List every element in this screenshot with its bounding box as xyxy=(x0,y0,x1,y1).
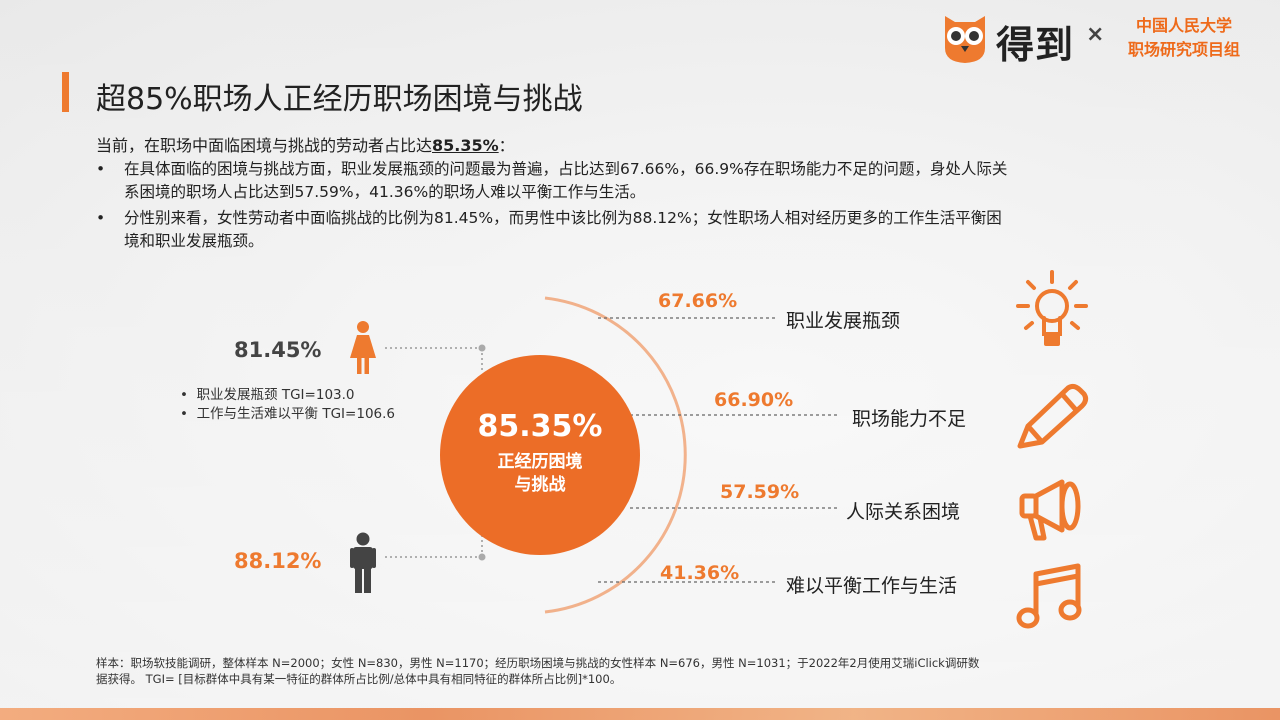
megaphone-icon xyxy=(1019,479,1081,541)
intro-prefix: 当前，在职场中面临困境与挑战的劳动者占比达 xyxy=(96,136,433,155)
center-circle: 85.35% 正经历困境与挑战 xyxy=(440,355,640,555)
bullet-2-line-1: 分性别来看，女性劳动者中面临挑战的比例为81.45%，而男性中该比例为88.12… xyxy=(124,209,1002,227)
bullet-2-text: 分性别来看，女性劳动者中面临挑战的比例为81.45%，而男性中该比例为88.12… xyxy=(124,207,1204,253)
bullet-1-text: 在具体面临的困境与挑战方面，职业发展瓶颈的问题最为普遍，占比达到67.66%，6… xyxy=(124,158,1204,204)
owl-logo-icon xyxy=(945,16,985,63)
intro-sentence: 当前，在职场中面临困境与挑战的劳动者占比达85.35%： xyxy=(96,132,515,156)
sample-note-line-2: 据获得。 TGI= [目标群体中具有某一特征的群体所占比例/总体中具有相同特征的… xyxy=(96,672,622,686)
tgi-item-1: • 职业发展瓶颈 TGI=103.0 xyxy=(180,386,395,405)
male-connector-dot xyxy=(478,553,486,561)
music-note-icon xyxy=(1016,563,1082,629)
title-accent-bar xyxy=(62,72,69,112)
bullet-1-line-1: 在具体面临的困境与挑战方面，职业发展瓶颈的问题最为普遍，占比达到67.66%，6… xyxy=(124,160,1008,178)
center-percent: 85.35% xyxy=(477,409,603,444)
bullet-dot: • xyxy=(180,406,188,422)
page-title: 超85%职场人正经历职场困境与挑战 xyxy=(96,82,583,117)
female-icon xyxy=(350,321,376,374)
lightbulb-icon xyxy=(1016,270,1088,346)
partner-line-1: 中国人民大学 xyxy=(1135,16,1232,35)
intro-highlight: 85.35% xyxy=(432,136,499,155)
item-4-label: 难以平衡工作与生活 xyxy=(786,575,958,597)
brand-name: 得到 xyxy=(996,23,1075,67)
item-1-label: 职业发展瓶颈 xyxy=(786,310,901,332)
partner-line-2: 职场研究项目组 xyxy=(1127,40,1240,59)
tgi-item-1-text: 职业发展瓶颈 TGI=103.0 xyxy=(196,387,355,403)
sample-note-line-1: 样本：职场软技能调研，整体样本 N=2000；女性 N=830，男性 N=117… xyxy=(96,656,980,670)
bottom-accent-band xyxy=(0,708,1280,720)
bullet-1-line-2: 系困境的职场人占比达到57.59%，41.36%的职场人难以平衡工作与生活。 xyxy=(124,183,646,201)
bullet-dot: • xyxy=(96,160,106,178)
item-4-percent: 41.36% xyxy=(660,562,740,584)
brand-times-sign: × xyxy=(1086,22,1105,47)
male-icon xyxy=(350,532,376,593)
item-2-label: 职场能力不足 xyxy=(852,408,967,430)
intro-suffix: ： xyxy=(498,136,515,155)
outer-arc xyxy=(544,296,687,614)
tgi-item-2: • 工作与生活难以平衡 TGI=106.6 xyxy=(180,405,395,424)
item-1-percent: 67.66% xyxy=(658,290,738,312)
item-3-percent: 57.59% xyxy=(720,481,800,503)
male-percent: 88.12% xyxy=(234,549,322,573)
item-3-label: 人际关系困境 xyxy=(846,501,961,523)
center-label: 正经历困境与挑战 xyxy=(497,452,583,495)
female-connector-dot xyxy=(478,344,486,352)
item-2-percent: 66.90% xyxy=(714,389,794,411)
tgi-list: • 职业发展瓶颈 TGI=103.0 • 工作与生活难以平衡 TGI=106.6 xyxy=(180,386,395,424)
partner-name: 中国人民大学 职场研究项目组 xyxy=(1114,14,1254,62)
pencil-icon xyxy=(1017,383,1089,449)
tgi-item-2-text: 工作与生活难以平衡 TGI=106.6 xyxy=(196,406,396,422)
bullet-2-line-2: 境和职业发展瓶颈。 xyxy=(124,232,264,250)
sample-note: 样本：职场软技能调研，整体样本 N=2000；女性 N=830，男性 N=117… xyxy=(96,655,1116,687)
bullet-dot: • xyxy=(180,387,188,403)
bullet-dot: • xyxy=(96,209,106,227)
female-percent: 81.45% xyxy=(234,338,322,362)
